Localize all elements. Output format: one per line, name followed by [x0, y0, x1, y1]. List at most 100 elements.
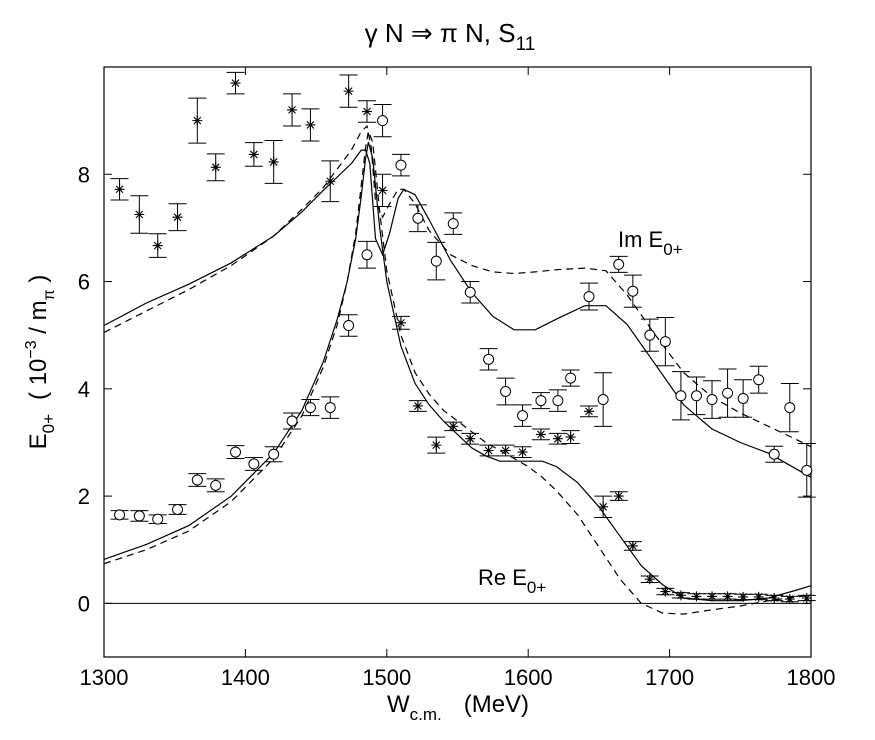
data-point-star	[784, 594, 795, 605]
x-tick-label: 1500	[362, 665, 411, 690]
data-point-star	[753, 591, 764, 602]
data-point-circle	[722, 387, 734, 399]
data-point-circle	[552, 395, 564, 407]
data-point-circle	[753, 374, 765, 386]
data-point-circle	[210, 479, 222, 491]
x-tick-label: 1300	[80, 665, 129, 690]
x-tick-label: 1400	[221, 665, 270, 690]
data-point-star	[769, 593, 780, 603]
data-point-star	[268, 156, 279, 167]
x-tick-label: 1800	[787, 665, 836, 690]
y-tick-label: 0	[78, 591, 90, 616]
data-point-circle	[659, 336, 671, 348]
data-point-layer	[110, 71, 816, 605]
data-point-circle	[412, 212, 424, 224]
y-tick-label: 4	[78, 377, 90, 402]
data-point-star	[287, 104, 298, 115]
data-point-star	[210, 162, 221, 173]
data-point-star	[395, 317, 406, 328]
data-point-circle	[430, 255, 442, 267]
x-tick-label: 1700	[645, 665, 694, 690]
data-point-circle	[583, 291, 595, 303]
data-point-circle	[395, 159, 407, 171]
data-point-circle	[627, 285, 639, 297]
data-point-star	[362, 106, 373, 117]
data-point-star	[691, 591, 702, 602]
data-point-circle	[535, 395, 547, 407]
data-point-circle	[565, 372, 577, 384]
data-point-circle	[675, 390, 687, 402]
data-point-star	[305, 119, 316, 130]
data-point-star	[500, 445, 511, 456]
data-point-circle	[737, 392, 749, 404]
data-point-circle	[191, 474, 203, 486]
data-point-star	[152, 240, 163, 251]
data-point-circle	[447, 218, 459, 230]
data-point-star	[660, 586, 671, 597]
x-axis-label: Wc.m. (MeV)	[387, 691, 529, 724]
chart-title-main: γ N ⇒ π N, S	[365, 18, 516, 48]
data-point-circle	[114, 509, 126, 521]
data-point-circle	[613, 258, 625, 270]
data-point-star	[230, 78, 241, 89]
data-point-circle	[464, 286, 476, 298]
data-point-star	[738, 591, 749, 602]
model-curve-solid	[103, 149, 812, 478]
y-tick-label: 8	[78, 162, 90, 187]
data-point-star	[325, 176, 336, 187]
data-point-star	[613, 491, 624, 502]
data-point-circle	[768, 448, 780, 460]
x-tick-label: 1600	[504, 665, 553, 690]
data-point-star	[412, 400, 423, 411]
data-point-star	[627, 540, 638, 551]
annotation-re-e0plus: Re E0+	[478, 565, 546, 597]
data-point-star	[114, 184, 125, 195]
data-point-star	[431, 440, 442, 451]
data-point-circle	[248, 458, 260, 470]
chart-title-sub: 11	[516, 34, 536, 55]
data-point-circle	[172, 504, 184, 515]
data-point-star	[192, 115, 203, 126]
data-point-circle	[377, 115, 389, 127]
data-point-circle	[500, 386, 512, 397]
data-point-circle	[361, 249, 373, 261]
model-curve-solid	[103, 141, 812, 602]
data-point-circle	[304, 402, 316, 414]
axis-ticks: 1300 1400 1500 1600 1700 1800 0 2 4 6 8	[78, 67, 836, 690]
data-point-star	[535, 429, 546, 440]
data-point-circle	[152, 513, 164, 525]
y-tick-label: 6	[78, 270, 90, 295]
data-point-star	[343, 86, 354, 97]
data-point-star	[517, 447, 528, 458]
model-curve-dashed	[103, 129, 812, 615]
data-point-star	[552, 433, 563, 444]
data-point-circle	[268, 448, 280, 460]
data-point-star	[598, 501, 609, 512]
data-point-star	[448, 421, 459, 432]
data-point-circle	[784, 402, 796, 414]
data-point-star	[377, 185, 388, 196]
data-point-circle	[597, 394, 609, 406]
data-point-star	[172, 212, 183, 223]
annotation-im-e0plus: Im E0+	[618, 227, 683, 259]
data-point-circle	[286, 415, 298, 427]
data-point-star	[644, 574, 655, 585]
data-point-star	[465, 433, 476, 444]
data-point-circle	[483, 353, 495, 365]
chart-title: γ N ⇒ π N, S11	[365, 18, 536, 55]
y-tick-label: 2	[78, 484, 90, 509]
data-point-circle	[343, 320, 355, 332]
data-point-star	[248, 149, 259, 160]
data-point-circle	[517, 410, 529, 422]
data-point-star	[722, 591, 733, 602]
y-axis-label: E0+( 10−3 / mπ )	[23, 275, 58, 450]
data-point-circle	[324, 402, 336, 414]
curve-layer	[103, 124, 812, 615]
data-point-circle	[690, 390, 702, 402]
data-point-star	[483, 445, 494, 456]
data-point-star	[707, 591, 718, 602]
data-point-circle	[230, 446, 242, 458]
data-point-star	[565, 432, 576, 443]
